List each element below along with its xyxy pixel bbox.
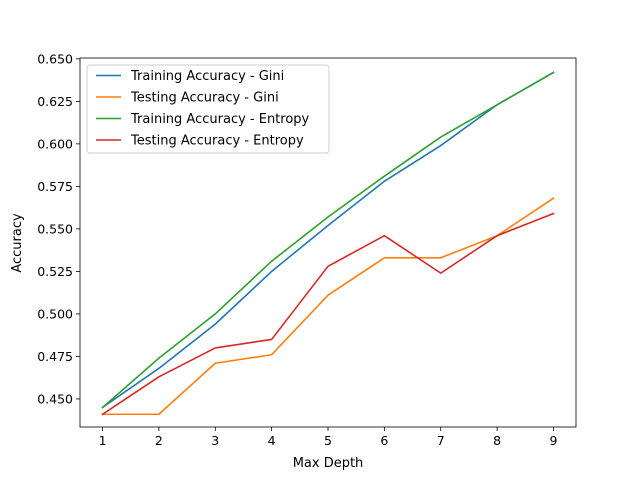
legend-box [86, 64, 330, 154]
x-tick-label: 7 [437, 433, 445, 448]
x-tick-label: 4 [268, 433, 276, 448]
x-tick-label: 8 [493, 433, 501, 448]
legend-entry-3: Training Accuracy - Entropy [130, 112, 310, 127]
x-tick-label: 1 [99, 433, 107, 448]
y-tick-label: 0.650 [37, 51, 73, 66]
y-tick-label: 0.600 [37, 136, 73, 151]
legend-entry-4: Testing Accuracy - Entropy [130, 134, 304, 149]
y-tick-label: 0.475 [37, 349, 73, 364]
y-tick-label: 0.550 [37, 221, 73, 236]
x-tick-label: 9 [549, 433, 557, 448]
series-line-2 [101, 197, 555, 416]
x-tick-label: 5 [324, 433, 332, 448]
x-tick-label: 6 [380, 433, 388, 448]
axes-frame [79, 57, 577, 428]
series-line-4 [101, 212, 555, 416]
y-axis-label: Accuracy [10, 213, 25, 273]
x-tick-label: 3 [211, 433, 219, 448]
y-tick-label: 0.575 [37, 179, 73, 194]
y-tick-label: 0.450 [37, 391, 73, 406]
y-tick-label: 0.525 [37, 264, 73, 279]
legend-entry-2: Testing Accuracy - Gini [130, 91, 279, 106]
y-tick-label: 0.500 [37, 306, 73, 321]
series-line-1 [101, 71, 555, 409]
series-layer [101, 71, 555, 416]
x-tick-label: 2 [155, 433, 163, 448]
x-axis-label: Max Depth [293, 456, 364, 471]
series-line-3 [101, 71, 555, 409]
legend: Training Accuracy - Gini Testing Accuracy… [86, 64, 330, 154]
y-tick-label: 0.625 [37, 94, 73, 109]
legend-entry-1: Training Accuracy - Gini [130, 69, 284, 84]
axes-layer: 1 2 3 4 5 6 7 8 9 0.450 0.475 0.500 0.525 0.550 0.575 0… [37, 51, 577, 448]
